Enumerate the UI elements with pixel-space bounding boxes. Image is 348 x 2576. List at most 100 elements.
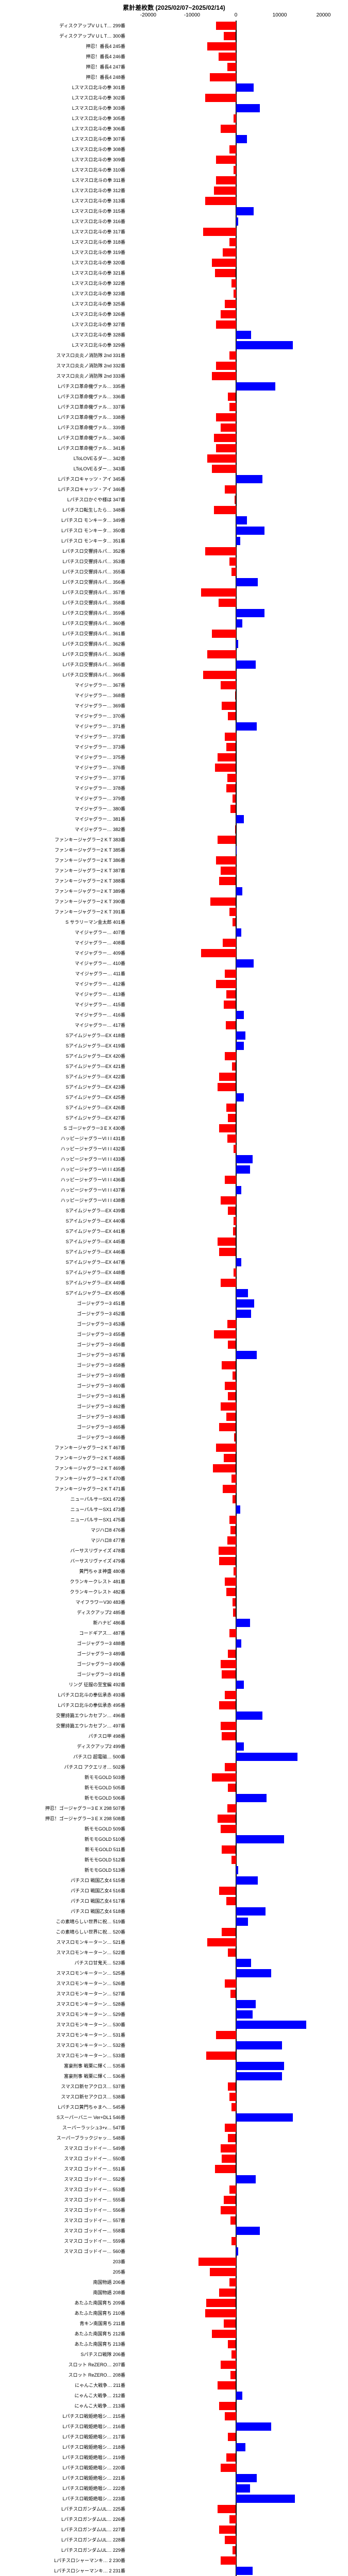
bar xyxy=(233,1227,236,1235)
row-label: Lスマスロ北斗の拳 322番 xyxy=(72,278,125,289)
bar xyxy=(236,1351,257,1359)
bar xyxy=(230,1526,236,1534)
bar xyxy=(236,341,293,349)
row-label: 新モモGOLD 503番 xyxy=(85,1772,125,1783)
bar xyxy=(225,2412,236,2420)
bar xyxy=(221,310,236,318)
chart-row: Sアイムジャグラ―EX 441番 xyxy=(0,1226,348,1236)
row-label: Lスマスロ北斗の拳 318番 xyxy=(72,237,125,247)
chart-row: パチスロ 戦国乙女4 517番 xyxy=(0,1896,348,1906)
chart-row: Lパチスロ戦姫絶唱シ… 220番 xyxy=(0,2463,348,2473)
row-label: Lスマスロ北斗の拳 325番 xyxy=(72,299,125,309)
bar xyxy=(207,650,236,658)
chart-row: Lスマスロ北斗の拳 323番 xyxy=(0,289,348,299)
bar xyxy=(223,248,236,257)
bar xyxy=(234,1145,236,1153)
chart-row: Lパチスロキャッツ・アイ 346番 xyxy=(0,484,348,495)
row-label: ファンキージャグラー2 K T 389番 xyxy=(55,886,125,896)
chart-row: Lスマスロ北斗の拳 305番 xyxy=(0,113,348,124)
chart-row: スーパーブラックジャッ… 548番 xyxy=(0,2133,348,2143)
chart-row: ゴージャグラー3 466番 xyxy=(0,1432,348,1443)
row-label: ファンキージャグラー2 K T 468番 xyxy=(55,1453,125,1463)
chart-row: スマスロ ゴッドイー… 558番 xyxy=(0,2226,348,2236)
chart-row: スマスロモンキーターン… 529番 xyxy=(0,2009,348,2020)
row-label: ファンキージャグラー2 K T 390番 xyxy=(55,896,125,907)
bar xyxy=(236,1711,262,1720)
bar xyxy=(236,1186,241,1194)
row-label: Lパチスロ交響詩ルパ… 355番 xyxy=(62,567,125,577)
chart-row: 新モモGOLD 513番 xyxy=(0,1865,348,1875)
row-label: Lスマスロ北斗の拳 312番 xyxy=(72,185,125,196)
row-label: にゃんこ大戦争… 211番 xyxy=(75,2380,125,2391)
row-label: ゴージャグラー3 451番 xyxy=(77,1298,125,1309)
row-label: 新モモGOLD 513番 xyxy=(85,1865,125,1875)
row-label: ディスクアップV U L T… 299番 xyxy=(59,21,125,31)
chart-row: Lパチスロ モンキータ… 349番 xyxy=(0,515,348,526)
chart-row: Lパチスロ交響詩ルパ… 363番 xyxy=(0,649,348,659)
row-label: パチスロ アクエリオ… 502番 xyxy=(64,1762,125,1772)
chart-row: スマスロ新セアクロス… 537番 xyxy=(0,2081,348,2092)
chart-row: スロット ReZERO… 207番 xyxy=(0,2360,348,2370)
bar xyxy=(219,1547,236,1555)
bar xyxy=(236,887,243,895)
bar xyxy=(222,1845,236,1854)
row-label: マイフラワーV30 483番 xyxy=(75,1597,125,1607)
bar xyxy=(236,1505,241,1514)
chart-row: マイジャグラー… 417番 xyxy=(0,1020,348,1030)
row-label: マイジャグラー… 370番 xyxy=(75,711,125,721)
chart-row: ゴージャグラー3 462番 xyxy=(0,1401,348,1412)
bar xyxy=(207,42,236,50)
bar xyxy=(233,2546,236,2554)
row-label: マイジャグラー… 407番 xyxy=(75,927,125,938)
row-label: Lパチスロ戦姫絶唱シ… 221番 xyxy=(62,2473,125,2483)
chart-row: ハッピージャグラーVI I I 433番 xyxy=(0,1154,348,1164)
x-axis-tick: -20000 xyxy=(140,12,156,18)
row-label: Lスマスロ北斗の拳 313番 xyxy=(72,196,125,206)
bar xyxy=(226,2453,236,2462)
bar xyxy=(225,2124,236,2132)
chart-row: S サラリーマン金太郎 401番 xyxy=(0,917,348,927)
row-label: ハッピージャグラーVI I I 437番 xyxy=(61,1185,125,1195)
chart-row: ゴージャグラー3 488番 xyxy=(0,1638,348,1649)
row-label: Lスマスロ北斗の拳 323番 xyxy=(72,289,125,299)
row-label: ゴージャグラー3 488番 xyxy=(77,1638,125,1649)
bar xyxy=(222,1361,236,1369)
chart-row: スマスロモンキーターン… 531番 xyxy=(0,2030,348,2040)
bar xyxy=(214,434,236,442)
bar xyxy=(228,2340,236,2348)
row-label: ゴージャグラー3 452番 xyxy=(77,1309,125,1319)
row-label: ゴージャグラー3 456番 xyxy=(77,1340,125,1350)
chart-row: Lパチスロ革命機ヴァル… 339番 xyxy=(0,422,348,433)
bar xyxy=(216,444,236,452)
chart-row: クランキークレスト 482番 xyxy=(0,1587,348,1597)
chart-row: Sアイムジャグラ―EX 425番 xyxy=(0,1092,348,1103)
bar xyxy=(228,1207,236,1215)
bar xyxy=(226,1021,236,1029)
row-label: Sアイムジャグラ―EX 425番 xyxy=(66,1092,125,1103)
chart-row: Lパチスロ交響詩ルパ… 361番 xyxy=(0,629,348,639)
row-label: スマスロ ゴッドイー… 550番 xyxy=(64,2154,125,2164)
bar xyxy=(225,1176,236,1184)
row-label: マイジャグラー… 409番 xyxy=(75,948,125,958)
row-label: ゴージャグラー3 490番 xyxy=(77,1659,125,1669)
bar xyxy=(206,2299,236,2307)
chart-row: ゴージャグラー3 463番 xyxy=(0,1412,348,1422)
bar xyxy=(230,1990,236,1998)
bar xyxy=(236,527,264,535)
row-label: Lパチスロシャーマンキ… 2 230番 xyxy=(54,2555,125,2566)
row-label: マイジャグラー… 378番 xyxy=(75,783,125,793)
chart-row: Lスマスロ北斗の拳 317番 xyxy=(0,227,348,237)
row-label: マイジャグラー… 373番 xyxy=(75,742,125,752)
chart-row: Lスマスロ北斗の拳 325番 xyxy=(0,299,348,309)
bar xyxy=(236,537,241,545)
row-label: 押忍！番長4 245番 xyxy=(86,41,125,52)
chart-row: ハッピージャグラーVI I I 431番 xyxy=(0,1133,348,1144)
bar xyxy=(236,1042,244,1050)
bar xyxy=(219,1124,236,1132)
bar xyxy=(234,1268,236,1277)
chart-row: スマスロモンキーターン… 521番 xyxy=(0,1937,348,1947)
chart-row: Lパチスロ交響詩ルパ… 359番 xyxy=(0,608,348,618)
row-label: Lパチスロ戦姫絶唱シ… 217番 xyxy=(62,2432,125,2442)
row-label: スマスロモンキーターン… 527番 xyxy=(56,1989,125,1999)
bar xyxy=(236,959,254,968)
